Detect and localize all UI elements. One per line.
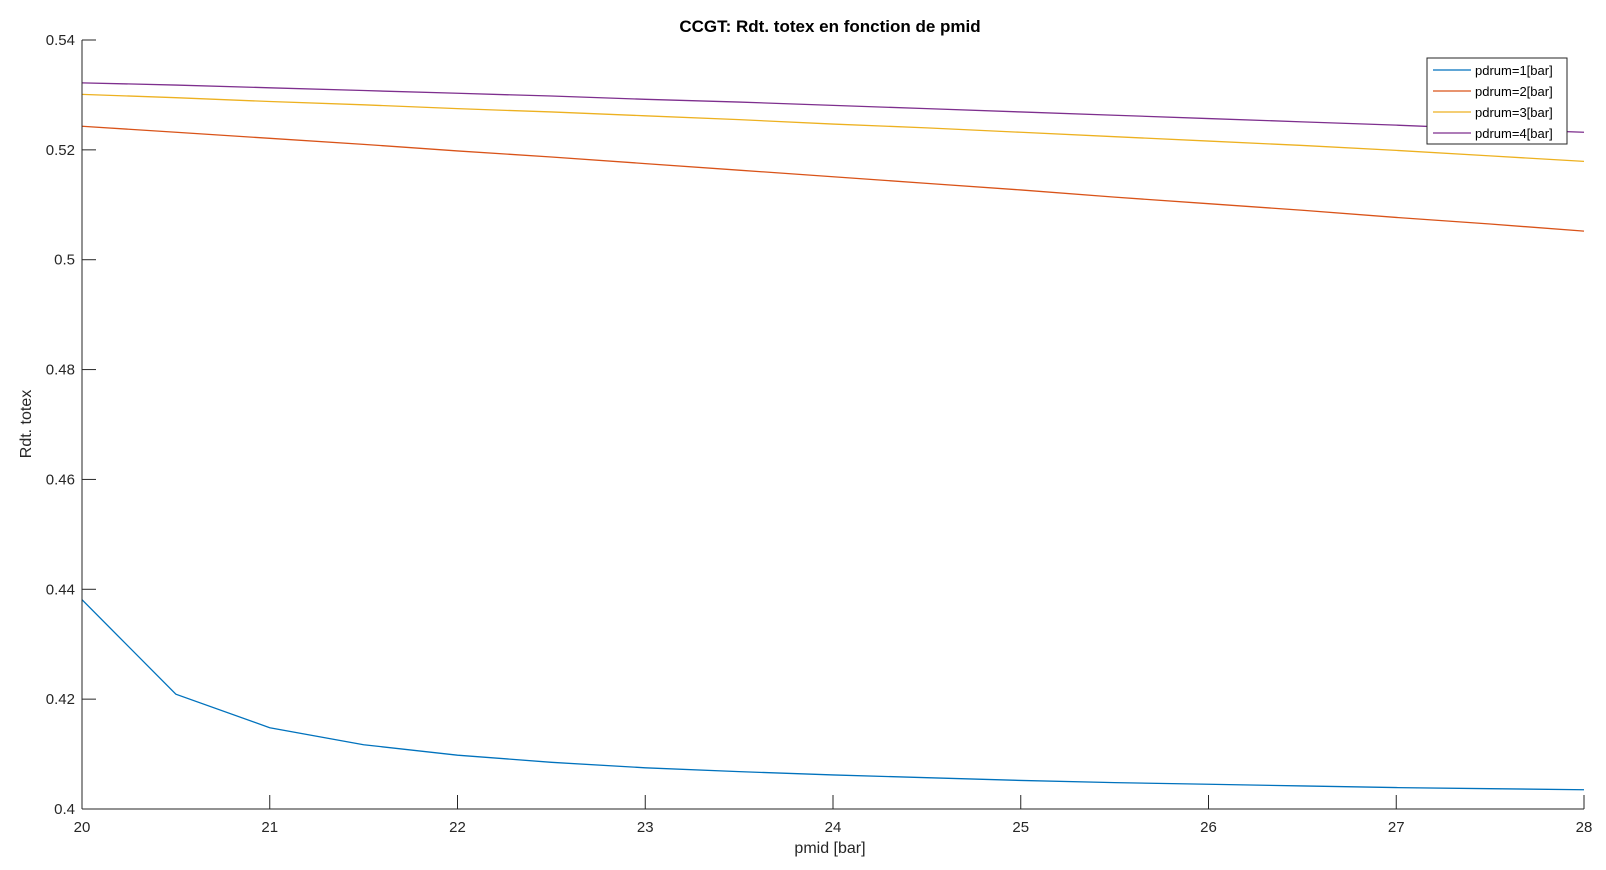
x-tick-label: 22 xyxy=(449,819,466,836)
y-tick-label: 0.54 xyxy=(46,32,75,49)
y-tick-label: 0.42 xyxy=(46,691,75,708)
x-tick-label: 28 xyxy=(1576,819,1593,836)
x-tick-label: 21 xyxy=(261,819,278,836)
chart-title: CCGT: Rdt. totex en fonction de pmid xyxy=(679,17,980,36)
y-tick-label: 0.5 xyxy=(54,252,75,269)
series-line-1 xyxy=(81,599,1585,791)
legend-label-2: pdrum=2[bar] xyxy=(1475,84,1553,99)
legend: pdrum=1[bar] pdrum=2[bar] pdrum=3[bar] pdru… xyxy=(1426,57,1568,145)
y-tick-label: 0.4 xyxy=(54,801,75,818)
legend-label-3: pdrum=3[bar] xyxy=(1475,105,1553,120)
x-tick-label: 27 xyxy=(1388,819,1405,836)
y-tick-label: 0.44 xyxy=(46,581,75,598)
x-tick-label: 25 xyxy=(1012,819,1029,836)
x-tick-label: 23 xyxy=(637,819,654,836)
x-tick-label: 24 xyxy=(825,819,842,836)
ticks-layer: 20 21 22 23 24 25 26 27 28 0.4 0.42 0.44 0.46 0.48 0.5… xyxy=(46,32,1593,836)
series-line-2 xyxy=(81,125,1585,232)
series-line-4 xyxy=(81,82,1585,133)
legend-box xyxy=(1426,57,1568,145)
y-tick-label: 0.52 xyxy=(46,142,75,159)
y-axis-label: Rdt. totex xyxy=(18,390,35,458)
series-layer xyxy=(81,82,1585,791)
x-axis-label: pmid [bar] xyxy=(794,840,865,857)
series-line-3 xyxy=(81,93,1585,163)
y-tick-label: 0.46 xyxy=(46,471,75,488)
x-tick-label: 20 xyxy=(74,819,91,836)
y-tick-label: 0.48 xyxy=(46,362,75,379)
legend-label-1: pdrum=1[bar] xyxy=(1475,63,1553,78)
x-tick-label: 26 xyxy=(1200,819,1217,836)
legend-label-4: pdrum=4[bar] xyxy=(1475,126,1553,141)
